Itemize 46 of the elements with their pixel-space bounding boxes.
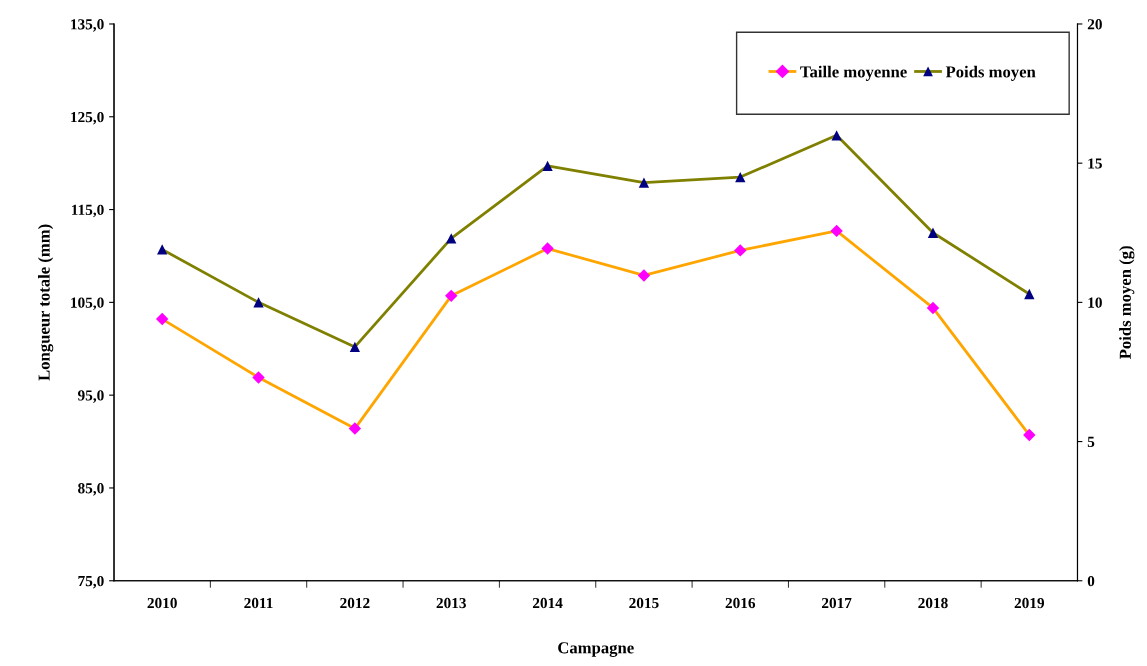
y-tick-label: 125,0 <box>71 111 104 125</box>
y-tick-label: 85,0 <box>78 483 104 496</box>
x-tick-label: 2017 <box>821 597 852 609</box>
point <box>349 341 361 353</box>
y-tick-label: 115,0 <box>71 204 104 218</box>
x-tick-label: 2010 <box>147 597 177 609</box>
x-tick-label: 2016 <box>725 597 756 609</box>
point <box>1023 428 1036 442</box>
y-axis-title: Longueur totale (mm) <box>38 224 54 381</box>
y-tick-label: 105,0 <box>71 297 104 311</box>
point <box>638 177 650 188</box>
legend-label: Taille moyenne <box>800 65 907 81</box>
x-tick-label: 2014 <box>532 597 563 609</box>
y2-tick-label: 10 <box>1088 297 1102 308</box>
x-tick-label: 2011 <box>244 597 273 609</box>
point <box>830 224 843 238</box>
point <box>252 371 265 384</box>
y2-tick-label: 20 <box>1087 19 1102 30</box>
legend-label: Poids moyen <box>945 65 1036 81</box>
point <box>735 171 746 183</box>
point <box>1024 288 1035 300</box>
x-tick-label: 2012 <box>340 597 370 609</box>
point <box>445 289 458 303</box>
point <box>541 242 554 255</box>
point <box>253 297 264 308</box>
point <box>157 244 168 255</box>
point <box>542 160 553 172</box>
y2-tick-label: 15 <box>1088 158 1102 169</box>
y2-tick-label: 5 <box>1087 436 1095 448</box>
x-tick-label: 2019 <box>1014 597 1045 609</box>
y-tick-label: 135,0 <box>71 19 104 32</box>
point <box>155 312 169 326</box>
point <box>637 269 651 282</box>
x-tick-label: 2013 <box>436 597 466 609</box>
point <box>926 301 940 315</box>
x-tick-label: 2015 <box>629 597 659 609</box>
point <box>831 130 842 141</box>
point <box>348 422 362 435</box>
y2-axis-title: Poids moyen (g) <box>1119 246 1135 360</box>
point <box>734 244 747 257</box>
y-tick-label: 75,0 <box>78 575 104 589</box>
x-axis-title: Campagne <box>558 642 634 657</box>
y-tick-label: 95,0 <box>77 390 104 403</box>
y2-tick-label: 0 <box>1087 575 1095 587</box>
point <box>927 227 939 238</box>
x-tick-label: 2018 <box>918 597 948 609</box>
